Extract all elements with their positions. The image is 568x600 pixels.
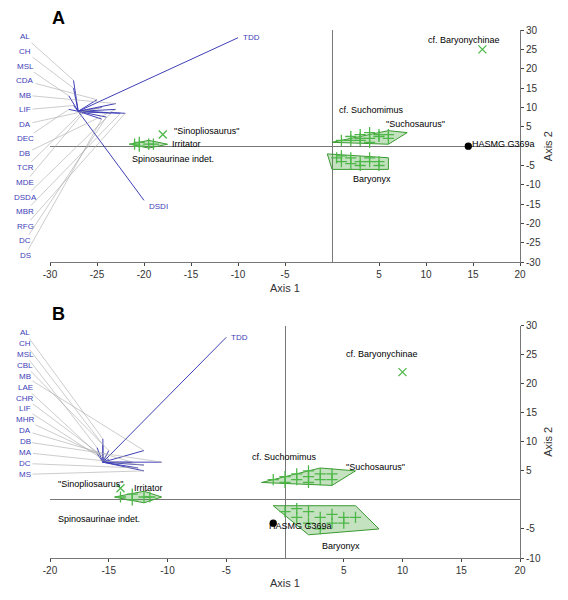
svg-text:Irritator: Irritator <box>172 139 201 149</box>
svg-text:DB: DB <box>19 149 30 158</box>
svg-text:30: 30 <box>526 320 538 331</box>
svg-text:20: 20 <box>526 378 538 389</box>
svg-text:-5: -5 <box>222 565 231 576</box>
svg-text:15: 15 <box>526 83 538 94</box>
svg-text:15: 15 <box>467 269 479 280</box>
svg-text:Axis 1: Axis 1 <box>270 282 300 294</box>
svg-text:-10: -10 <box>160 565 175 576</box>
svg-text:"Sinopliosaurus": "Sinopliosaurus" <box>174 126 239 136</box>
svg-text:AL: AL <box>20 32 30 41</box>
svg-text:Spinosaurinae indet.: Spinosaurinae indet. <box>58 514 140 524</box>
svg-text:Irritator: Irritator <box>134 483 163 493</box>
svg-text:MS: MS <box>19 470 31 479</box>
svg-text:5: 5 <box>526 465 532 476</box>
svg-text:"Suchosaurus": "Suchosaurus" <box>386 119 445 129</box>
svg-text:LIF: LIF <box>19 105 31 114</box>
svg-text:cf. Suchomimus: cf. Suchomimus <box>339 105 404 115</box>
svg-text:15: 15 <box>456 565 468 576</box>
svg-text:TDD: TDD <box>231 333 248 342</box>
svg-text:-10: -10 <box>231 269 246 280</box>
svg-text:RFG: RFG <box>17 222 34 231</box>
svg-text:Baryonyx: Baryonyx <box>353 174 391 184</box>
svg-text:LAE: LAE <box>18 383 33 392</box>
svg-text:20: 20 <box>514 269 526 280</box>
svg-text:5: 5 <box>526 121 532 132</box>
svg-text:-15: -15 <box>102 565 117 576</box>
svg-text:AL: AL <box>20 328 30 337</box>
svg-text:25: 25 <box>526 349 538 360</box>
svg-text:CDA: CDA <box>16 76 34 85</box>
svg-text:MSL: MSL <box>17 350 34 359</box>
svg-text:-5: -5 <box>281 269 290 280</box>
svg-text:MA: MA <box>19 448 32 457</box>
svg-text:20: 20 <box>526 63 538 74</box>
svg-text:MBR: MBR <box>16 207 34 216</box>
svg-text:B: B <box>52 304 65 324</box>
svg-text:HASMG G369a: HASMG G369a <box>472 139 535 149</box>
svg-text:CH: CH <box>19 47 31 56</box>
svg-text:"Sinopliosaurus": "Sinopliosaurus" <box>58 479 123 489</box>
svg-text:CBL: CBL <box>17 361 33 370</box>
svg-text:Baryonyx: Baryonyx <box>322 541 360 551</box>
svg-text:-20: -20 <box>137 269 152 280</box>
svg-text:DA: DA <box>19 120 31 129</box>
svg-text:15: 15 <box>526 407 538 418</box>
svg-text:Spinosaurinae indet.: Spinosaurinae indet. <box>132 154 214 164</box>
svg-text:5: 5 <box>341 565 347 576</box>
svg-text:DSDA: DSDA <box>14 193 37 202</box>
svg-text:DB: DB <box>20 437 31 446</box>
svg-text:DEC: DEC <box>17 134 34 143</box>
svg-text:-30: -30 <box>526 257 541 268</box>
svg-text:-15: -15 <box>184 269 199 280</box>
svg-text:cf. Suchomimus: cf. Suchomimus <box>252 452 317 462</box>
svg-text:TDD: TDD <box>243 33 260 42</box>
svg-text:-30: -30 <box>43 269 58 280</box>
svg-text:DS: DS <box>20 251 31 260</box>
svg-text:10: 10 <box>526 102 538 113</box>
svg-text:10: 10 <box>420 269 432 280</box>
svg-text:MB: MB <box>19 372 31 381</box>
svg-text:20: 20 <box>514 565 526 576</box>
svg-text:25: 25 <box>526 44 538 55</box>
svg-text:-15: -15 <box>526 199 541 210</box>
svg-text:MSL: MSL <box>17 62 34 71</box>
svg-text:-10: -10 <box>526 553 541 564</box>
svg-text:CHR: CHR <box>16 394 34 403</box>
svg-text:MHR: MHR <box>16 415 34 424</box>
svg-text:MDE: MDE <box>16 178 34 187</box>
svg-text:cf. Baryonychinae: cf. Baryonychinae <box>428 35 500 45</box>
svg-text:30: 30 <box>526 25 538 36</box>
svg-text:cf. Baryonychinae: cf. Baryonychinae <box>346 349 418 359</box>
svg-text:DSDI: DSDI <box>149 202 168 211</box>
svg-text:A: A <box>52 8 65 28</box>
svg-text:5: 5 <box>376 269 382 280</box>
svg-text:DC: DC <box>19 459 31 468</box>
svg-text:-25: -25 <box>526 237 541 248</box>
svg-text:DA: DA <box>19 426 31 435</box>
svg-text:-5: -5 <box>526 523 535 534</box>
svg-text:HASMG G369a: HASMG G369a <box>269 521 332 531</box>
svg-text:-20: -20 <box>43 565 58 576</box>
svg-text:LIF: LIF <box>19 404 31 413</box>
svg-text:10: 10 <box>397 565 409 576</box>
svg-text:-25: -25 <box>90 269 105 280</box>
svg-text:-20: -20 <box>526 218 541 229</box>
svg-text:10: 10 <box>526 436 538 447</box>
svg-text:-5: -5 <box>526 160 535 171</box>
svg-text:CH: CH <box>19 339 31 348</box>
svg-text:TCR: TCR <box>17 163 34 172</box>
svg-text:"Suchosaurus": "Suchosaurus" <box>346 462 405 472</box>
svg-text:Axis 1: Axis 1 <box>270 577 300 589</box>
svg-text:-10: -10 <box>526 179 541 190</box>
svg-text:Axis 2: Axis 2 <box>542 427 554 457</box>
svg-text:Axis 2: Axis 2 <box>542 131 554 161</box>
svg-text:DC: DC <box>19 236 31 245</box>
svg-text:MB: MB <box>19 91 31 100</box>
